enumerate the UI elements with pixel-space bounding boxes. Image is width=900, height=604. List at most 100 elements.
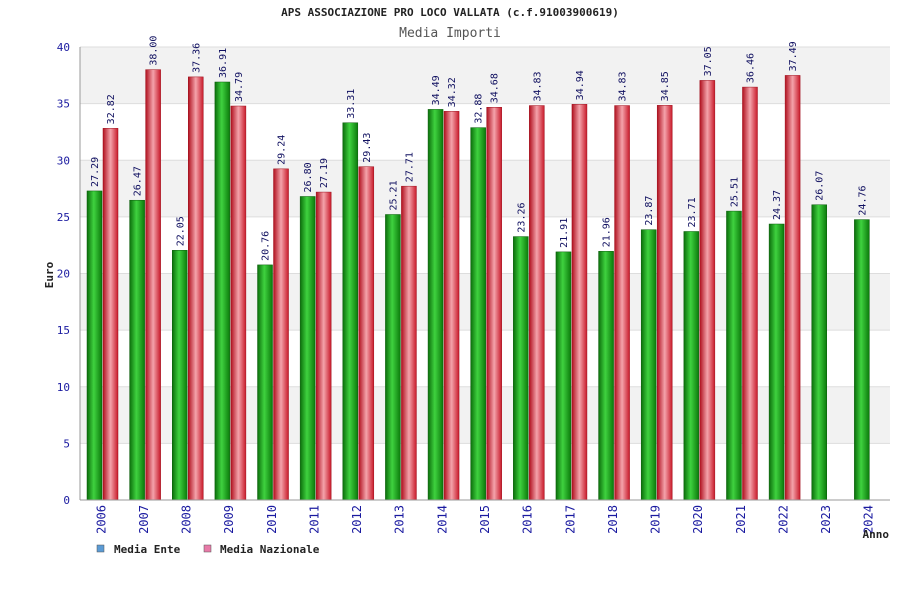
x-tick-label: 2015 (478, 505, 492, 534)
chart-subtitle: Media Importi (399, 26, 501, 41)
data-label: 36.91 (218, 48, 229, 78)
bar-media-nazionale (571, 104, 588, 501)
bar-media-nazionale (230, 105, 247, 501)
data-label: 23.26 (516, 202, 527, 232)
data-label: 37.05 (703, 46, 714, 76)
bar-media-nazionale (401, 185, 417, 501)
x-axis-ticks: 2006 2007 2008 2009 2010 2011 2012 2013 2014 2015… (94, 505, 875, 534)
data-label: 38.00 (149, 36, 160, 66)
x-tick-label: 2024 (862, 505, 876, 534)
x-tick-label: 2023 (819, 505, 833, 534)
data-label: 21.96 (602, 217, 613, 247)
y-tick-label: 5 (63, 437, 70, 450)
bar-media-nazionale (486, 106, 502, 501)
data-label: 34.32 (447, 77, 458, 107)
data-label: 26.07 (815, 171, 826, 201)
data-label: 33.31 (346, 89, 357, 119)
bar-media-nazionale (529, 105, 545, 501)
bar-media-nazionale (699, 80, 716, 501)
y-tick-label: 30 (57, 154, 70, 167)
y-tick-label: 15 (57, 324, 70, 337)
y-tick-label: 20 (57, 268, 70, 281)
bar-media-nazionale (145, 69, 161, 501)
x-tick-label: 2011 (307, 505, 321, 534)
data-label: 32.88 (474, 94, 485, 124)
bar-media-ente (726, 210, 742, 501)
y-axis-label: Euro (43, 261, 56, 288)
bar-media-ente (640, 229, 657, 501)
bar-media-nazionale (102, 128, 119, 501)
x-tick-label: 2020 (691, 505, 705, 534)
bar-media-ente (172, 250, 188, 501)
bar-media-nazionale (315, 191, 332, 501)
y-tick-label: 25 (57, 211, 70, 224)
bar-media-ente (427, 109, 444, 501)
bar-media-ente (214, 81, 231, 501)
data-labels: 27.29 32.82 26.47 38.00 22.05 37.36 36.91 34.79… (90, 36, 868, 261)
x-tick-label: 2021 (734, 505, 748, 534)
x-tick-label: 2016 (521, 505, 535, 534)
data-label: 34.68 (490, 73, 501, 103)
bar-media-nazionale (656, 105, 673, 501)
data-label: 32.82 (106, 94, 117, 124)
data-label: 36.46 (745, 53, 756, 83)
bar-media-nazionale (443, 111, 460, 501)
data-label: 26.47 (133, 166, 144, 196)
data-label: 20.76 (261, 231, 272, 261)
data-label: 29.24 (277, 135, 288, 165)
legend-label-media-ente: Media Ente (114, 543, 181, 556)
data-label: 26.80 (303, 162, 314, 192)
data-label: 21.91 (559, 218, 570, 248)
bar-media-ente (811, 204, 827, 501)
data-label: 34.94 (575, 70, 586, 100)
x-tick-label: 2014 (435, 505, 449, 534)
x-tick-label: 2012 (350, 505, 364, 534)
data-label: 34.83 (532, 71, 543, 101)
bar-media-ente (129, 199, 145, 501)
y-tick-label: 40 (57, 41, 70, 54)
x-tick-label: 2006 (94, 505, 108, 534)
bar-media-ente (854, 219, 870, 501)
y-tick-label: 10 (57, 381, 70, 394)
data-label: 37.36 (191, 43, 202, 73)
bar-media-ente (513, 236, 529, 501)
bar-media-nazionale (188, 76, 204, 501)
bar-media-nazionale (784, 75, 801, 501)
bar-media-nazionale (358, 166, 375, 501)
x-tick-label: 2009 (222, 505, 236, 534)
x-tick-label: 2019 (649, 505, 663, 534)
bar-media-nazionale (273, 168, 289, 501)
x-tick-label: 2018 (606, 505, 620, 534)
legend-label-media-nazionale: Media Nazionale (220, 543, 320, 556)
bar-media-ente (86, 190, 103, 501)
legend-swatch-media-nazionale (203, 544, 212, 553)
data-label: 23.87 (644, 196, 655, 226)
x-tick-label: 2010 (265, 505, 279, 534)
data-label: 24.37 (772, 190, 783, 220)
x-tick-label: 2017 (563, 505, 577, 534)
data-label: 29.43 (362, 133, 373, 163)
data-label: 27.71 (404, 152, 415, 182)
legend-swatch-media-ente (96, 544, 105, 553)
data-label: 24.76 (857, 185, 868, 215)
bar-media-nazionale (742, 86, 758, 501)
data-label: 25.51 (729, 177, 740, 207)
x-tick-label: 2007 (137, 505, 151, 534)
legend: Media Ente Media Nazionale (96, 543, 320, 556)
bar-media-ente (299, 196, 316, 501)
y-axis-ticks: 0 5 10 15 20 25 30 35 40 (57, 41, 70, 507)
data-label: 34.85 (660, 71, 671, 101)
data-label: 27.19 (319, 158, 330, 188)
data-label: 27.29 (90, 157, 101, 187)
x-tick-label: 2008 (180, 505, 194, 534)
bar-media-ente (598, 251, 614, 501)
chart-title: APS ASSOCIAZIONE PRO LOCO VALLATA (c.f.9… (281, 6, 619, 19)
bar-media-ente (768, 223, 785, 501)
data-label: 34.49 (431, 75, 442, 105)
data-label: 25.21 (388, 180, 399, 210)
data-label: 23.71 (687, 197, 698, 227)
bar-media-ente (385, 214, 401, 501)
bar-media-ente (470, 127, 486, 501)
